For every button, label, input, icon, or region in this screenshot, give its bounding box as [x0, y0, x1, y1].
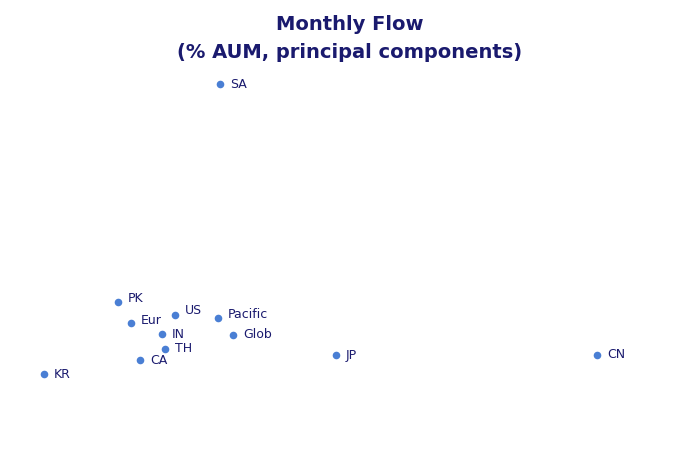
Point — [113, 298, 124, 305]
Text: Monthly Flow: Monthly Flow — [276, 15, 424, 34]
Text: TH: TH — [175, 343, 192, 355]
Text: Eur: Eur — [141, 313, 162, 327]
Point — [214, 80, 225, 87]
Text: US: US — [185, 305, 202, 317]
Text: Pacific: Pacific — [228, 307, 268, 321]
Text: SA: SA — [230, 77, 246, 91]
Point — [169, 311, 181, 319]
Point — [125, 319, 136, 327]
Text: (% AUM, principal components): (% AUM, principal components) — [177, 43, 523, 62]
Text: CA: CA — [150, 354, 167, 366]
Point — [134, 356, 146, 364]
Text: KR: KR — [54, 367, 71, 381]
Text: Glob: Glob — [243, 328, 272, 342]
Point — [212, 314, 223, 322]
Point — [330, 351, 342, 359]
Point — [156, 330, 167, 338]
Point — [592, 351, 603, 359]
Text: PK: PK — [128, 291, 144, 305]
Text: CN: CN — [607, 349, 625, 361]
Point — [160, 345, 171, 353]
Point — [38, 371, 50, 378]
Text: JP: JP — [346, 349, 357, 361]
Point — [228, 331, 239, 338]
Text: IN: IN — [172, 327, 185, 340]
